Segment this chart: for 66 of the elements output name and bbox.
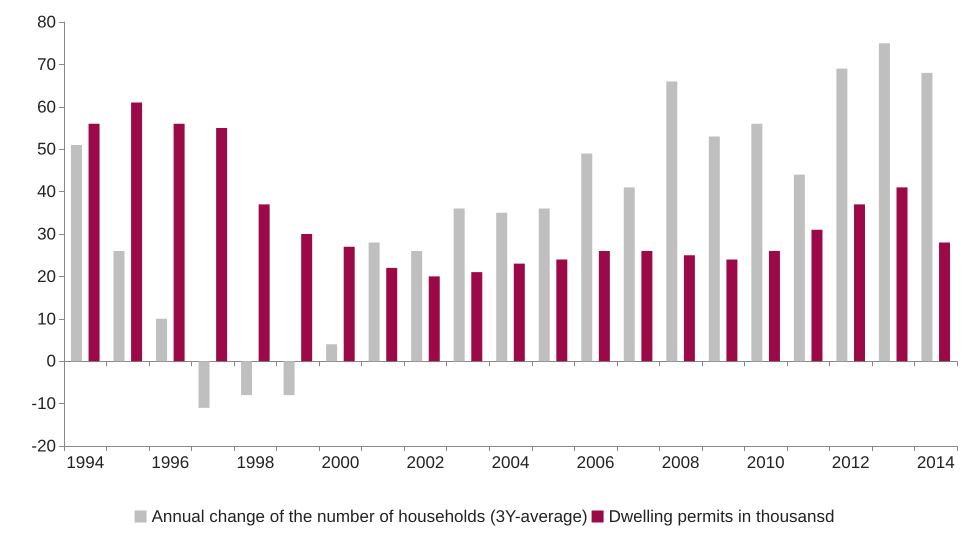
x-tick-label: 2004 [492,453,530,472]
x-tick-label: 2012 [832,453,870,472]
y-tick-label: 40 [37,182,56,202]
bar [496,212,508,362]
bar [768,250,780,362]
y-tick-label: 80 [37,12,56,32]
bar [854,204,865,362]
x-tick-label: 1996 [151,453,190,472]
bar [726,259,738,362]
bar [641,250,652,362]
x-tick-label: 1994 [66,453,104,472]
y-tick-label: -10 [31,394,56,414]
x-tick-label: 2002 [406,453,444,472]
x-tick-label: 2006 [576,453,614,472]
bar [878,43,890,362]
bar [811,230,822,362]
y-tick-label: 50 [37,140,56,159]
legend-label: Dwelling permits in thousansd [608,507,834,526]
bar [174,124,185,362]
bar [751,124,762,362]
bar [896,187,908,362]
bar [939,242,950,362]
x-tick-label: 2008 [662,453,700,472]
bar [88,124,100,362]
bar [156,318,168,362]
bar [326,344,338,362]
bar [556,259,568,362]
y-tick-label: 20 [37,266,56,286]
y-tick-label: 70 [37,54,56,74]
bar [113,250,124,362]
bar [598,250,610,362]
bar [411,250,422,362]
bar [301,234,312,362]
bar [794,174,805,362]
bar [216,128,228,362]
bar [471,272,482,362]
bar [198,361,210,408]
bar [368,242,380,362]
bar [624,187,635,362]
x-tick-label: 2010 [746,453,785,472]
bar [538,208,550,362]
legend-label: Annual change of the number of households (3Y-average) [152,507,588,526]
bar [428,276,440,362]
bar [386,268,398,362]
bar [344,246,355,362]
y-tick-label: 30 [37,224,56,244]
bar [836,68,848,362]
bar [131,102,142,362]
y-tick-label: 0 [46,352,56,371]
y-tick-label: -20 [31,436,56,456]
bar [241,361,252,396]
y-tick-label: 60 [37,97,56,116]
bar [70,144,82,362]
bar [514,264,525,362]
x-tick-label: 1998 [236,453,274,472]
bar [921,72,932,362]
x-tick-label: 2000 [321,453,360,472]
bar [708,136,720,362]
bar [258,204,270,362]
bar [666,81,678,362]
bar [684,255,695,362]
bar [284,361,295,396]
bar [454,208,465,362]
y-tick-label: 10 [37,309,56,328]
bar [581,153,592,362]
x-tick-label: 2014 [916,453,955,472]
